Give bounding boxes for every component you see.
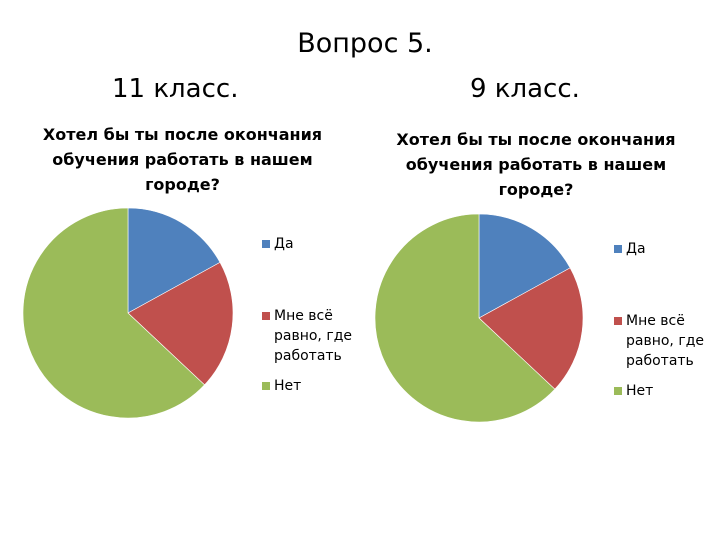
legend-item-9-2: Нет (614, 381, 716, 401)
legend-item-11-2: Нет (262, 376, 364, 396)
pie-slice-11-0 (127, 207, 221, 314)
legend-label-9-0: Да (626, 241, 646, 257)
legend-label-11-0: Да (274, 236, 294, 252)
legend-label-9-1: Мне всё равно, где работать (626, 313, 704, 369)
legend-item-9-1: Мне всё равно, где работать (614, 311, 716, 371)
legend-swatch-11-1 (262, 312, 270, 320)
chart-group-title-11: 11 класс. (112, 74, 239, 104)
slide-title: Вопрос 5. (297, 28, 433, 59)
legend-label-11-1: Мне всё равно, где работать (274, 308, 352, 364)
pie-slice-9-0 (478, 213, 571, 319)
chart-group-title-9: 9 класс. (470, 74, 580, 104)
legend-item-11-0: Да (262, 234, 364, 254)
legend-label-11-2: Нет (274, 378, 302, 394)
chart-title-9: Хотел бы ты после окончания обучения раб… (396, 130, 676, 199)
pie-slice-9-2 (374, 213, 556, 423)
chart-title-11: Хотел бы ты после окончания обучения раб… (42, 125, 323, 194)
legend-label-9-2: Нет (626, 383, 654, 399)
pie-slice-11-2 (22, 207, 205, 419)
legend-swatch-11-2 (262, 382, 270, 390)
legend-swatch-9-2 (614, 387, 622, 395)
pie-slice-11-1 (127, 262, 234, 386)
legend-swatch-9-1 (614, 317, 622, 325)
legend-item-11-1: Мне всё равно, где работать (262, 306, 364, 366)
pie-slice-9-1 (478, 267, 584, 390)
legend-swatch-11-0 (262, 240, 270, 248)
legend-item-9-0: Да (614, 239, 716, 259)
legend-swatch-9-0 (614, 245, 622, 253)
